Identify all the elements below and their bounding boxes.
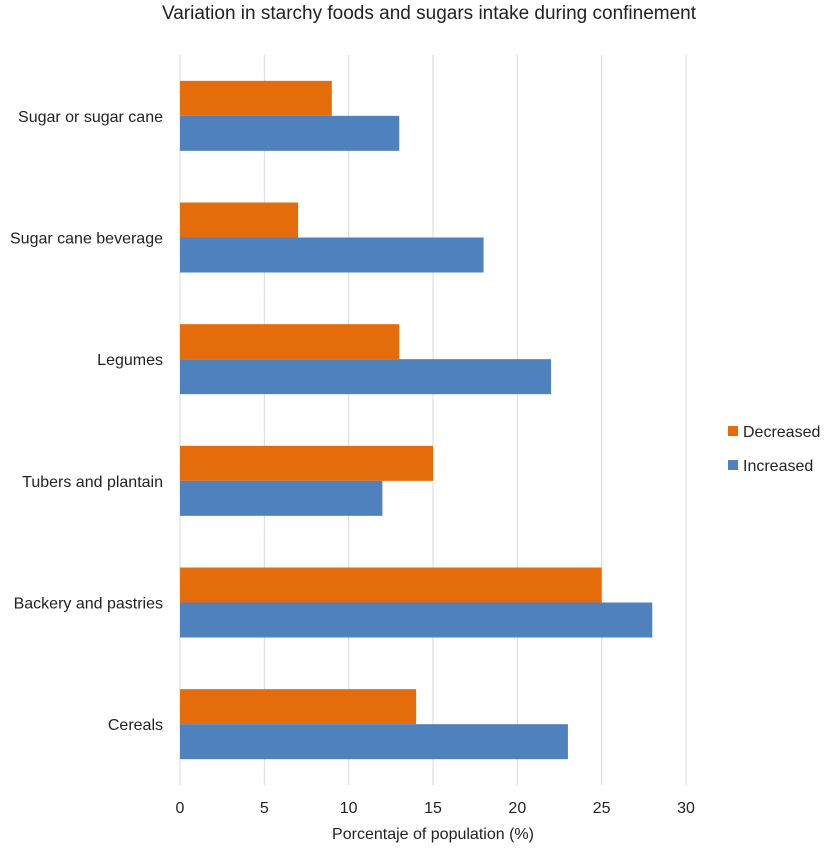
bar-increased-4 — [180, 602, 653, 638]
bar-increased-3 — [180, 480, 383, 516]
x-tick-label-5: 5 — [260, 800, 269, 817]
bar-decreased-5 — [180, 689, 417, 725]
x-tick-labels: 0 5 10 15 20 25 30 — [176, 800, 695, 817]
chart-title: Variation in starchy foods and sugars in… — [162, 3, 697, 24]
x-tick-label-25: 25 — [593, 800, 611, 817]
x-tick-label-30: 30 — [677, 800, 695, 817]
category-labels: Sugar or sugar cane Sugar cane beverage Le… — [10, 109, 163, 734]
category-label-1: Sugar cane beverage — [10, 231, 163, 248]
gridlines — [179, 55, 687, 785]
x-tick-label-15: 15 — [424, 800, 442, 817]
bar-decreased-2 — [180, 324, 400, 360]
category-label-4: Backery and pastries — [14, 596, 163, 613]
bar-decreased-0 — [180, 80, 332, 116]
bar-decreased-1 — [180, 202, 299, 238]
bars — [180, 80, 653, 760]
category-label-0: Sugar or sugar cane — [18, 109, 163, 126]
x-tick-label-10: 10 — [340, 800, 358, 817]
category-label-2: Legumes — [97, 352, 163, 369]
bar-decreased-3 — [180, 445, 433, 481]
x-axis-title: Porcentaje of population (%) — [332, 826, 534, 843]
legend-swatch-increased — [728, 460, 738, 470]
bar-increased-2 — [180, 359, 552, 395]
category-label-3: Tubers and plantain — [22, 474, 163, 491]
bar-increased-0 — [180, 115, 400, 151]
legend-swatch-decreased — [728, 426, 738, 436]
legend-item-increased: Increased — [728, 458, 813, 475]
bar-increased-5 — [180, 724, 568, 760]
category-label-5: Cereals — [108, 717, 163, 734]
x-tick-label-0: 0 — [176, 800, 185, 817]
legend-label-decreased: Decreased — [743, 424, 820, 441]
bar-increased-1 — [180, 237, 484, 273]
legend-label-increased: Increased — [743, 458, 813, 475]
bar-decreased-4 — [180, 567, 602, 603]
legend: Decreased Increased — [728, 424, 820, 475]
legend-item-decreased: Decreased — [728, 424, 820, 441]
x-tick-label-20: 20 — [508, 800, 526, 817]
